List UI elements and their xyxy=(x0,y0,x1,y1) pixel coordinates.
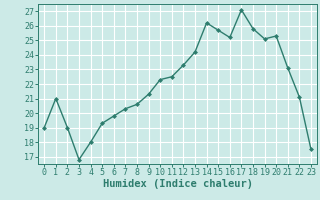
X-axis label: Humidex (Indice chaleur): Humidex (Indice chaleur) xyxy=(103,179,252,189)
